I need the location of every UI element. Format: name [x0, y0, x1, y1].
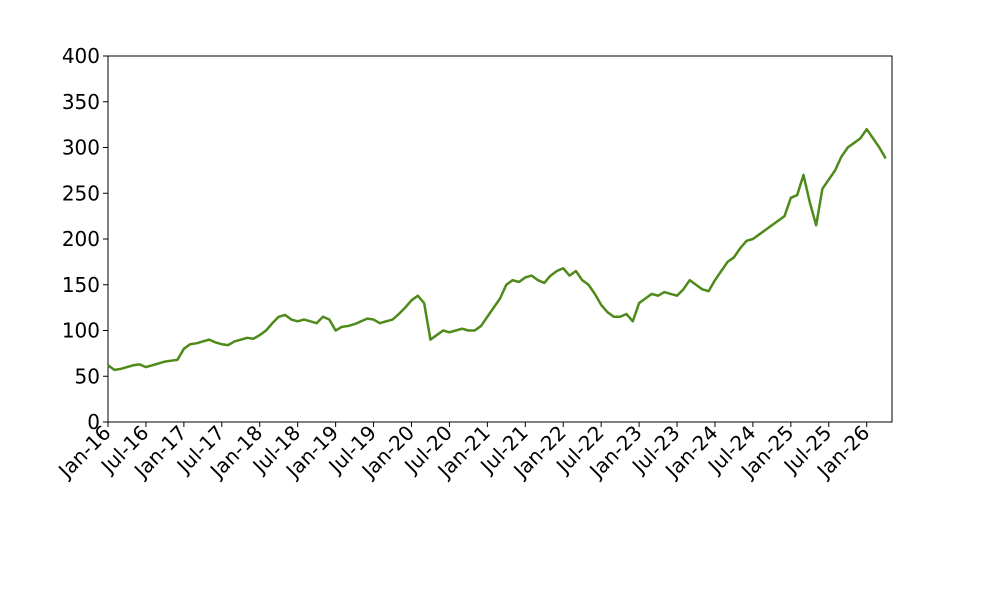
- y-tick-label: 400: [62, 44, 100, 68]
- y-tick-label: 350: [62, 90, 100, 114]
- y-tick-label: 300: [62, 136, 100, 160]
- plot-frame: [107, 55, 893, 423]
- line: [107, 127, 887, 372]
- y-tick-label: 250: [62, 181, 100, 205]
- y-tick-label: 150: [62, 273, 100, 297]
- y-tick-label: 0: [87, 410, 100, 434]
- y-tick-label: 50: [75, 364, 100, 388]
- y-tick-label: 100: [62, 319, 100, 343]
- y-tick-label: 200: [62, 227, 100, 251]
